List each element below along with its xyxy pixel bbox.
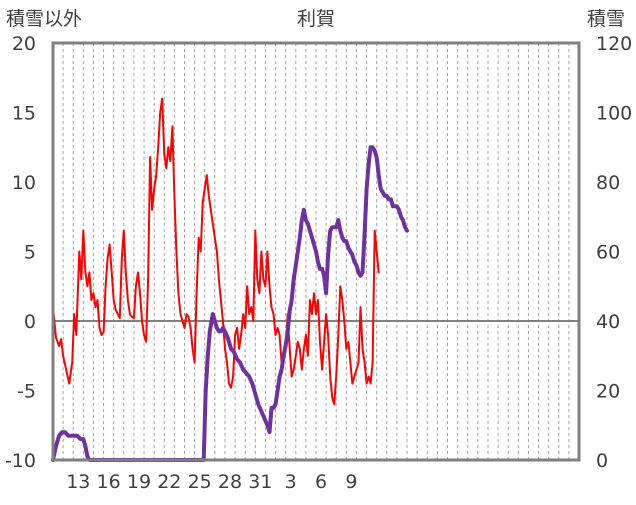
y-right-tick-label: 80 xyxy=(596,172,620,194)
y-left-tick-label: 0 xyxy=(24,311,36,333)
left-axis-series-line xyxy=(52,97,380,406)
y-right-tick-label: 0 xyxy=(596,450,608,472)
x-tick-label: 22 xyxy=(157,471,181,493)
y-left-tick-label: -5 xyxy=(17,381,36,403)
x-tick-label: 3 xyxy=(285,471,297,493)
y-left-tick-label: 15 xyxy=(12,103,36,125)
x-tick-label: 16 xyxy=(97,471,121,493)
y-right-tick-label: 60 xyxy=(596,242,620,264)
snow-depth-series-line xyxy=(51,145,409,462)
y-right-tick-label: 20 xyxy=(596,381,620,403)
y-left-tick-labels: 20 15 10 5 0 -5 -10 xyxy=(5,33,36,472)
x-tick-label: 28 xyxy=(218,471,242,493)
x-tick-label: 13 xyxy=(66,471,90,493)
x-tick-label: 9 xyxy=(345,471,357,493)
x-tick-label: 25 xyxy=(188,471,212,493)
y-left-tick-label: 20 xyxy=(12,33,36,55)
x-tick-labels: 13 16 19 22 25 28 31 3 6 9 xyxy=(66,471,357,493)
y-right-tick-label: 40 xyxy=(596,311,620,333)
y-left-tick-label: 10 xyxy=(12,172,36,194)
series-group xyxy=(51,97,409,462)
plot-frame xyxy=(51,41,581,462)
y-left-axis-label: 積雪以外 xyxy=(6,8,82,30)
x-tick-label: 19 xyxy=(127,471,151,493)
y-right-tick-labels: 120 100 80 60 40 20 0 xyxy=(596,33,632,472)
y-right-tick-label: 100 xyxy=(596,103,632,125)
y-left-tick-label: -10 xyxy=(5,450,36,472)
chart-title: 利賀 xyxy=(297,8,335,30)
y-left-tick-label: 5 xyxy=(24,242,36,264)
y-right-tick-label: 120 xyxy=(596,33,632,55)
x-tick-label: 31 xyxy=(248,471,272,493)
y-right-axis-label: 積雪 xyxy=(587,8,625,30)
x-tick-label: 6 xyxy=(315,471,327,493)
